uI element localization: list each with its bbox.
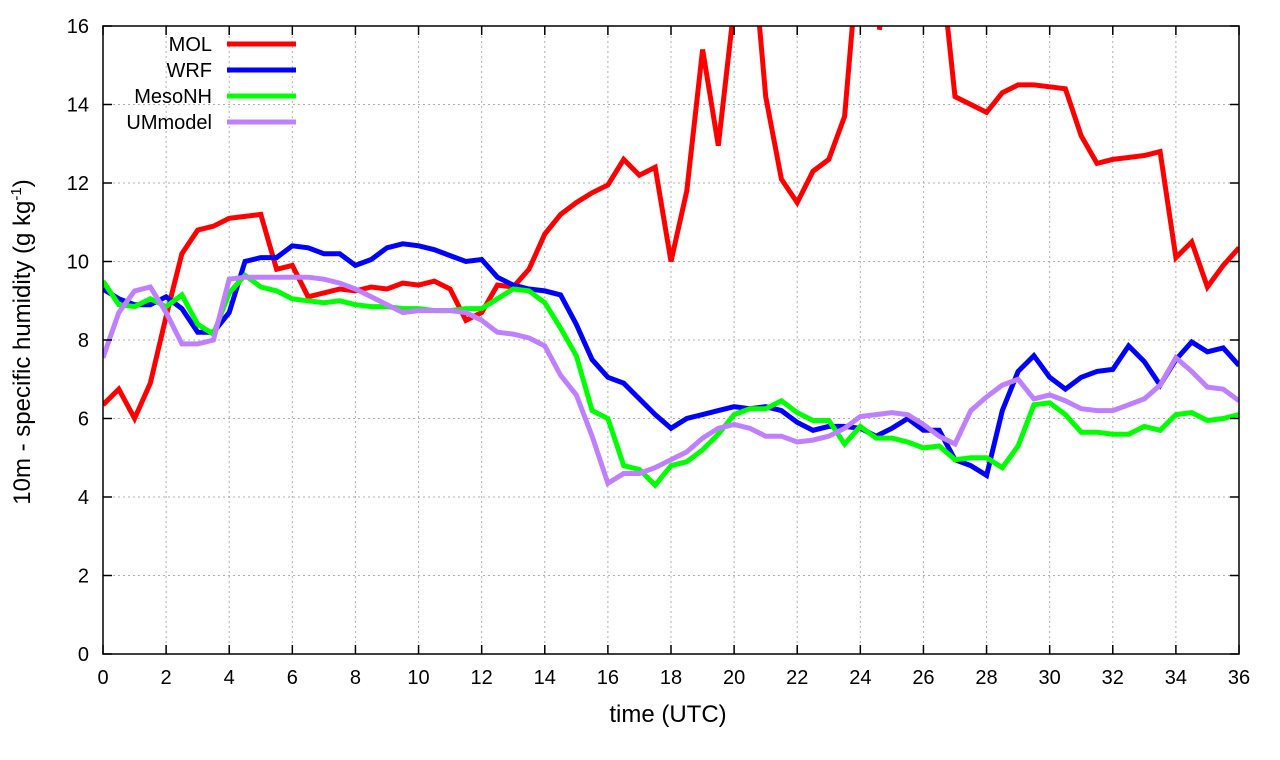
y-tick-label: 0 — [78, 644, 89, 666]
y-tick-label: 16 — [67, 16, 89, 38]
legend-label-mesonh: MesoNH — [134, 86, 212, 108]
x-tick-label: 14 — [534, 667, 556, 689]
axis-ticks — [102, 25, 1240, 655]
x-tick-label: 36 — [1228, 667, 1250, 689]
x-tick-label: 12 — [471, 667, 493, 689]
series-line-mesonh — [103, 271, 1239, 489]
x-tick-label: 28 — [975, 667, 997, 689]
series-line-mol — [103, 26, 1239, 425]
x-tick-label: 24 — [849, 667, 871, 689]
y-tick-label: 8 — [78, 330, 89, 352]
x-tick-label: 8 — [350, 667, 361, 689]
series-lines — [103, 26, 1239, 489]
y-tick-label: 12 — [67, 173, 89, 195]
grid-lines — [103, 26, 1239, 654]
y-axis-title-sup: -1 — [8, 187, 25, 200]
y-axis-title: 10m - specific humidity (g kg-1) — [8, 179, 36, 504]
x-tick-label: 22 — [786, 667, 808, 689]
y-tick-labels: 0 2 4 6 8 10 12 14 16 — [67, 16, 89, 666]
x-tick-label: 20 — [723, 667, 745, 689]
y-axis-title-close: ) — [9, 179, 36, 187]
x-tick-label: 18 — [660, 667, 682, 689]
legend: MOL WRF MesoNH UMmodel — [126, 34, 296, 134]
x-tick-labels: 0 2 4 6 8 10 12 14 16 18 20 22 24 26 28 30 32 34 36 — [97, 667, 1250, 689]
x-tick-label: 2 — [161, 667, 172, 689]
series-line-wrf — [103, 241, 1239, 480]
legend-label-ummodel: UMmodel — [126, 112, 212, 134]
x-axis-title: time (UTC) — [609, 701, 726, 728]
x-tick-label: 6 — [287, 667, 298, 689]
y-tick-label: 10 — [67, 252, 89, 274]
x-tick-label: 16 — [597, 667, 619, 689]
y-tick-label: 4 — [78, 487, 89, 509]
x-tick-label: 30 — [1039, 667, 1061, 689]
legend-label-wrf: WRF — [166, 60, 212, 82]
series-line-ummodel — [103, 274, 1239, 488]
x-tick-label: 0 — [97, 667, 108, 689]
y-tick-label: 6 — [78, 409, 89, 431]
x-tick-label: 26 — [912, 667, 934, 689]
y-tick-label: 14 — [67, 95, 89, 117]
x-tick-label: 32 — [1102, 667, 1124, 689]
legend-label-mol: MOL — [169, 34, 212, 56]
x-tick-label: 10 — [407, 667, 429, 689]
y-tick-label: 2 — [78, 566, 89, 588]
x-tick-label: 4 — [224, 667, 235, 689]
x-tick-label: 34 — [1165, 667, 1187, 689]
y-axis-title-main: 10m - specific humidity (g kg — [9, 201, 36, 505]
